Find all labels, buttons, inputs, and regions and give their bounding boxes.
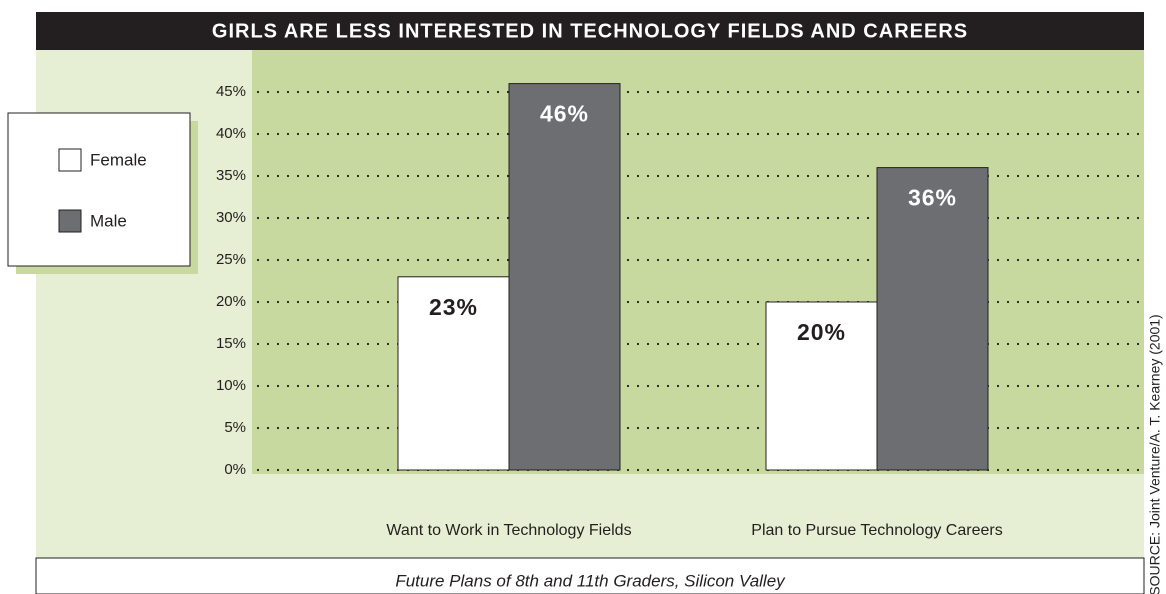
legend-swatch	[58, 209, 82, 233]
bar	[508, 83, 621, 471]
legend	[7, 112, 191, 267]
y-tick-label: 30%	[216, 209, 246, 226]
y-tick-label: 35%	[216, 167, 246, 184]
x-tick-label: Want to Work in Technology Fields	[386, 522, 631, 539]
x-tick-label: Plan to Pursue Technology Careers	[751, 522, 1002, 539]
legend-label: Male	[90, 211, 127, 230]
y-tick-label: 15%	[216, 335, 246, 352]
y-tick-label: 25%	[216, 251, 246, 268]
y-tick-label: 20%	[216, 293, 246, 310]
data-label: 20%	[797, 319, 846, 345]
y-tick-label: 40%	[216, 125, 246, 142]
bar	[765, 301, 878, 471]
bar	[397, 276, 510, 471]
y-tick-label: 0%	[224, 461, 246, 478]
chart-title: GIRLS ARE LESS INTERESTED IN TECHNOLOGY …	[212, 20, 968, 42]
data-label: 36%	[908, 185, 957, 211]
plot-area	[252, 50, 1144, 474]
y-tick-label: 45%	[216, 83, 246, 100]
data-label: 46%	[540, 101, 589, 127]
bar	[876, 167, 989, 471]
y-tick-label: 10%	[216, 377, 246, 394]
y-tick-label: 5%	[224, 419, 246, 436]
legend-label: Female	[90, 150, 147, 169]
source: SOURCE: Joint Venture/A. T. Kearney (200…	[1147, 314, 1163, 594]
data-label: 23%	[429, 294, 478, 320]
caption-strip	[35, 557, 1145, 594]
title-bar	[36, 12, 1144, 50]
legend-swatch	[58, 148, 82, 172]
caption: Future Plans of 8th and 11th Graders, Si…	[395, 571, 786, 590]
